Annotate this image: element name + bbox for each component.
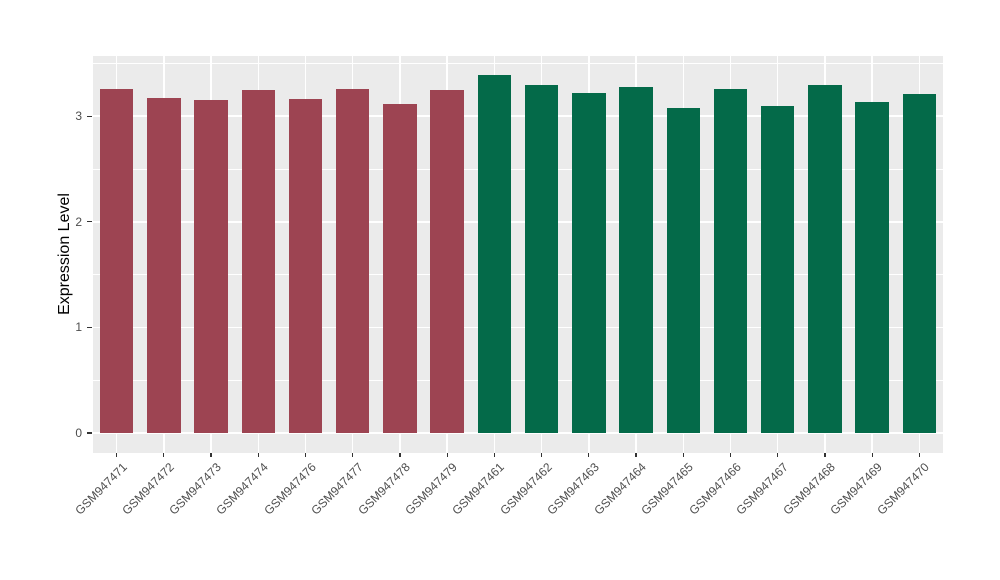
h-gridline-major <box>93 326 943 329</box>
bar-GSM947474 <box>241 89 276 433</box>
x-tick-mark <box>635 453 637 457</box>
bar-GSM947465 <box>666 107 701 433</box>
y-axis-title: Expression Level <box>56 193 73 315</box>
h-gridline-minor <box>93 63 943 64</box>
bar-GSM947468 <box>808 84 842 433</box>
x-tick-label-GSM947461: GSM947461 <box>449 460 508 518</box>
bar-GSM947466 <box>713 88 748 433</box>
x-tick-mark <box>210 453 212 457</box>
x-tick-mark <box>257 453 259 457</box>
x-tick-mark <box>777 453 779 457</box>
x-tick-mark <box>163 453 165 457</box>
x-tick-mark <box>116 453 118 457</box>
bar-GSM947471 <box>99 88 134 433</box>
bar-GSM947470 <box>902 94 937 433</box>
x-tick-mark <box>824 453 826 457</box>
bar-GSM947478 <box>383 103 417 433</box>
y-tick-mark <box>87 432 92 434</box>
x-tick-mark <box>541 453 543 457</box>
y-tick-mark <box>87 326 92 328</box>
bar-GSM947479 <box>430 89 464 433</box>
x-tick-mark <box>871 453 873 457</box>
x-tick-mark <box>729 453 732 457</box>
x-tick-mark <box>918 453 920 457</box>
y-tick-mark <box>87 221 92 223</box>
h-gridline-minor <box>93 168 943 170</box>
bar-GSM947464 <box>619 86 653 433</box>
x-tick-mark <box>682 453 684 457</box>
x-tick-mark <box>352 453 354 457</box>
x-tick-mark <box>304 453 307 457</box>
plot-panel <box>93 56 943 453</box>
y-tick-label: 3 <box>75 109 82 124</box>
bar-GSM947467 <box>760 105 795 433</box>
bar-GSM947463 <box>572 92 606 433</box>
bar-GSM947476 <box>288 99 323 433</box>
y-tick-label: 0 <box>75 426 82 440</box>
x-tick-label-GSM947465: GSM947465 <box>638 460 697 518</box>
x-tick-mark <box>493 453 495 457</box>
bar-GSM947472 <box>147 98 181 433</box>
x-tick-mark <box>588 453 590 457</box>
bar-GSM947477 <box>335 88 370 433</box>
bar-GSM947462 <box>524 84 559 433</box>
h-gridline-minor <box>93 379 943 381</box>
bar-GSM947461 <box>477 75 512 433</box>
h-gridline-major <box>93 221 943 223</box>
x-tick-label-GSM947470: GSM947470 <box>874 460 933 518</box>
bar-GSM947473 <box>194 100 228 433</box>
x-tick-label-GSM947474: GSM947474 <box>213 460 272 518</box>
x-tick-mark <box>399 453 401 457</box>
y-tick-label: 2 <box>75 214 82 229</box>
x-tick-mark <box>446 453 448 457</box>
h-gridline-minor <box>93 274 943 275</box>
y-tick-mark <box>87 115 92 117</box>
h-gridline-major <box>93 115 943 117</box>
y-tick-label: 1 <box>75 320 82 335</box>
bar-GSM947469 <box>855 102 889 433</box>
h-gridline-major <box>93 432 943 434</box>
